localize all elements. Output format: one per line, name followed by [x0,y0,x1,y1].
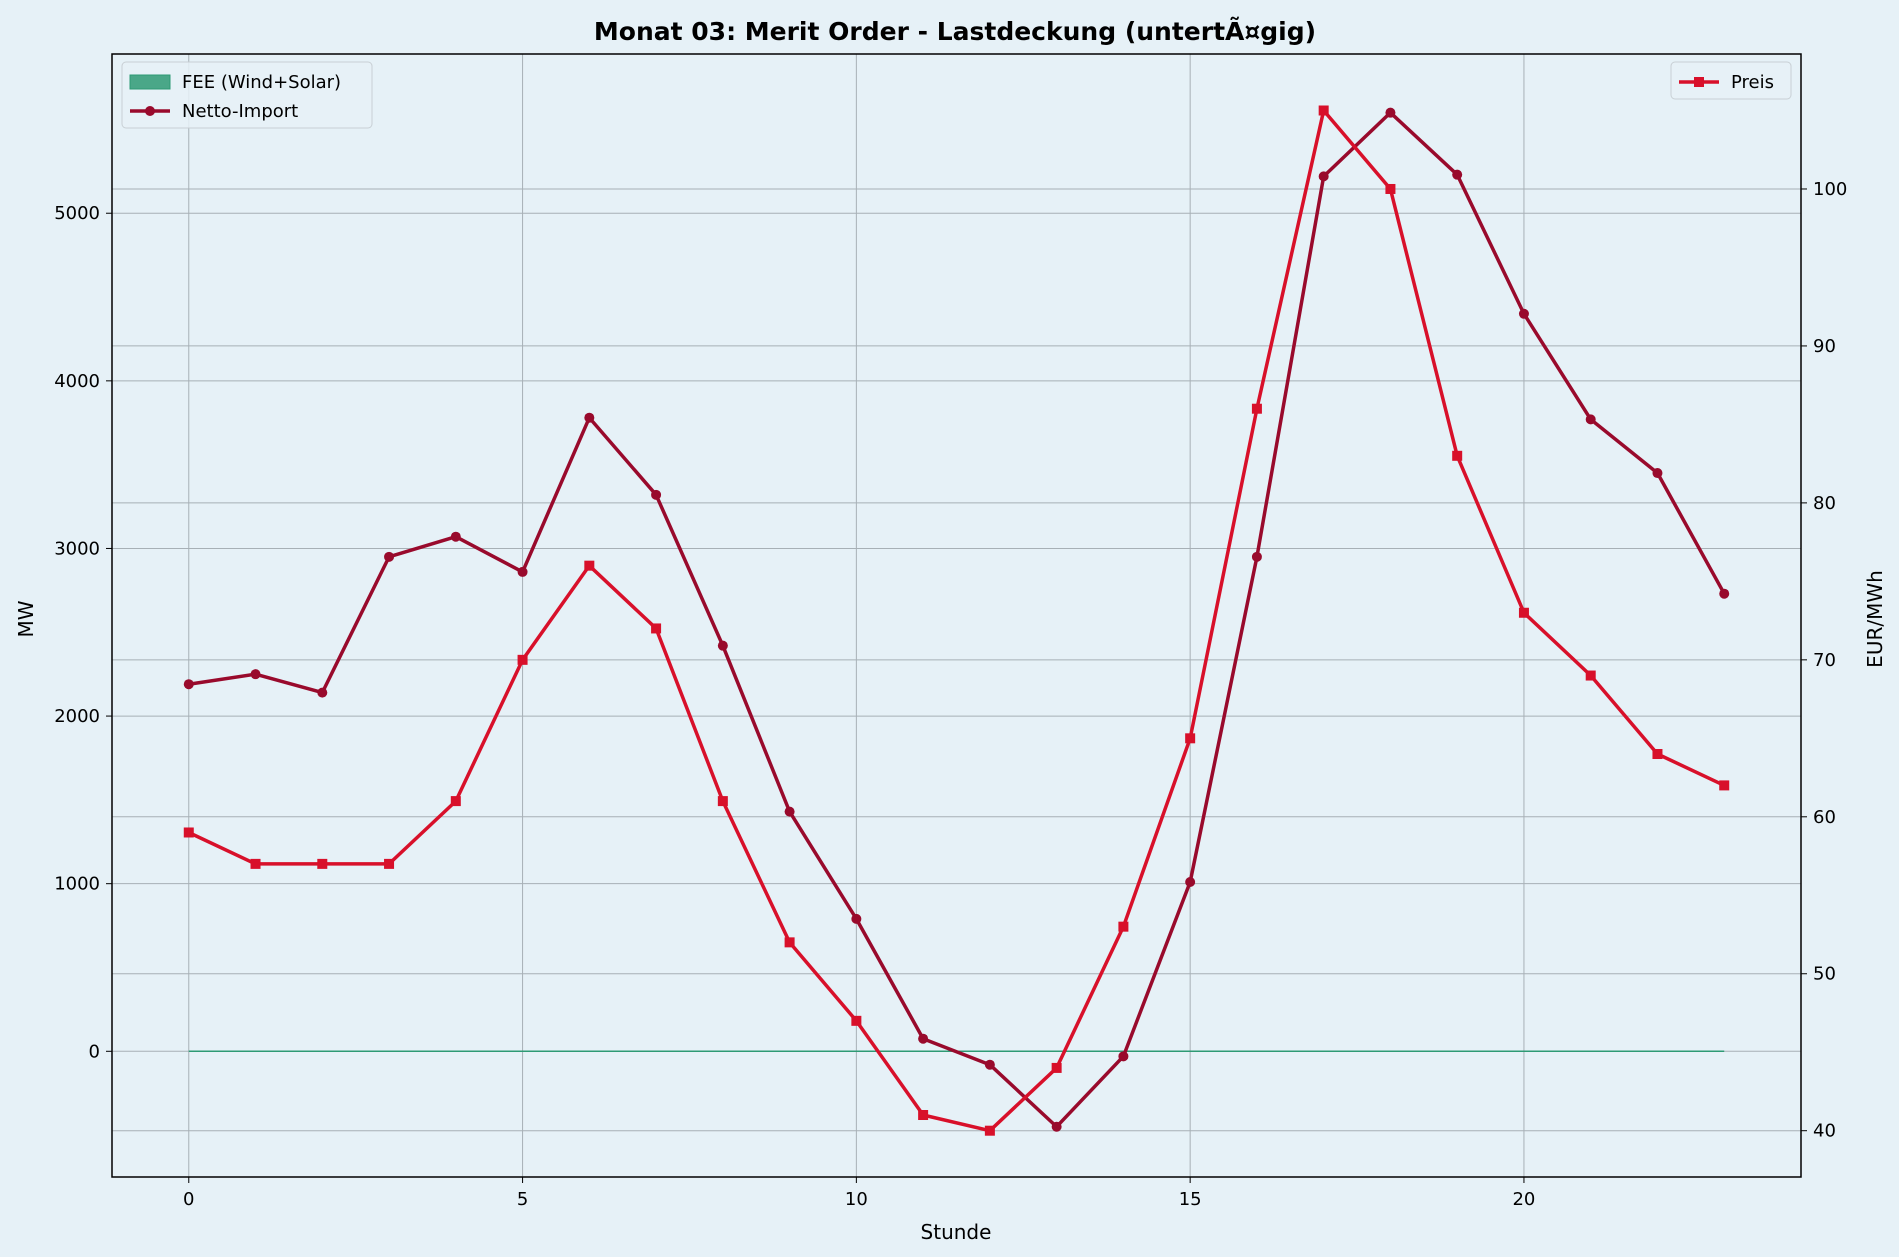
point-preis [1518,607,1529,618]
point-preis [1185,733,1196,744]
point-preis [1251,403,1262,414]
point-preis [984,1125,995,1136]
point-netto-import [584,412,595,423]
point-preis [584,560,595,571]
x-tick-label: 15 [1179,1189,1202,1210]
point-netto-import [517,566,528,577]
point-preis [1452,450,1463,461]
point-preis [784,937,795,948]
legend-box [1670,61,1792,100]
point-preis [651,623,662,634]
point-netto-import [1051,1121,1062,1132]
point-netto-import [1452,169,1463,180]
point-netto-import [1318,171,1329,182]
point-netto-import [384,551,395,562]
y-tick-label: 2000 [54,706,100,727]
point-preis [1652,749,1663,760]
point-netto-import [851,913,862,924]
point-netto-import [717,640,728,651]
point-preis [1318,105,1329,116]
x-axis-label: Stunde [921,1220,992,1244]
point-netto-import [1719,588,1730,599]
point-netto-import [1385,107,1396,118]
series-line-preis [188,108,1725,1133]
point-preis [1719,780,1730,791]
point-preis [851,1015,862,1026]
grid [112,54,1801,1177]
point-netto-import [450,531,461,542]
legend-marker-preis [1694,77,1704,87]
legend-label-preis: Preis [1731,72,1774,93]
point-netto-import [651,489,662,500]
point-preis [1585,670,1596,681]
y-tick-label-right: 100 [1813,179,1847,200]
point-preis [317,858,328,869]
point-netto-import [250,669,261,680]
point-netto-import [317,687,328,698]
point-preis [517,654,528,665]
series-layer [183,105,1730,1136]
point-netto-import [784,806,795,817]
y-tick-label: 1000 [54,874,100,895]
y-tick-label-right: 40 [1813,1121,1836,1142]
x-tick-label: 10 [845,1189,868,1210]
legend-marker-netto-import [145,106,155,116]
y-tick-label: 5000 [54,203,100,224]
y-tick-label-right: 50 [1813,964,1836,985]
y-tick-label-right: 60 [1813,807,1836,828]
y-axis-label-right: EUR/MWh [1863,570,1887,668]
point-preis [250,858,261,869]
axes: 0 5 10 15 20 0 1000 2000 3000 4000 5000 40 50 60 70 80 9… [54,179,1847,1210]
point-netto-import [984,1059,995,1070]
point-netto-import [918,1033,929,1044]
y-tick-label: 3000 [54,538,100,559]
point-netto-import [1251,551,1262,562]
series-line-netto-import [188,110,1726,1129]
y-axis-label: MW [14,600,38,637]
y-tick-label-right: 70 [1813,650,1836,671]
y-tick-label-right: 80 [1813,493,1836,514]
point-netto-import [1118,1051,1129,1062]
legend-left: FEE (Wind+Solar) Netto-Import [121,61,373,129]
point-preis [1118,921,1129,932]
point-preis [183,827,194,838]
plot-frame [111,53,1802,1178]
point-netto-import [183,679,194,690]
point-netto-import [1585,414,1596,425]
y-tick-label: 4000 [54,371,100,392]
legend-swatch-fee-wind-solar [129,74,171,90]
y-tick-label-right: 90 [1813,336,1836,357]
legend-right: Preis [1670,61,1792,100]
x-tick-label: 20 [1512,1189,1535,1210]
legend-box [121,61,373,129]
point-netto-import [1518,308,1529,319]
point-netto-import [1652,468,1663,479]
chart-title: Monat 03: Merit Order - Lastdeckung (unt… [594,17,1316,46]
point-preis [717,796,728,807]
point-preis [450,796,461,807]
y-tick-label: 0 [89,1041,100,1062]
point-preis [918,1110,929,1121]
point-preis [384,858,395,869]
legend-label-netto-import: Netto-Import [182,101,298,122]
point-preis [1051,1062,1062,1073]
x-tick-label: 0 [183,1189,194,1210]
point-netto-import [1185,877,1196,888]
x-tick-label: 5 [517,1189,528,1210]
point-preis [1385,183,1396,194]
legend-label-fee-wind-solar: FEE (Wind+Solar) [182,72,341,93]
